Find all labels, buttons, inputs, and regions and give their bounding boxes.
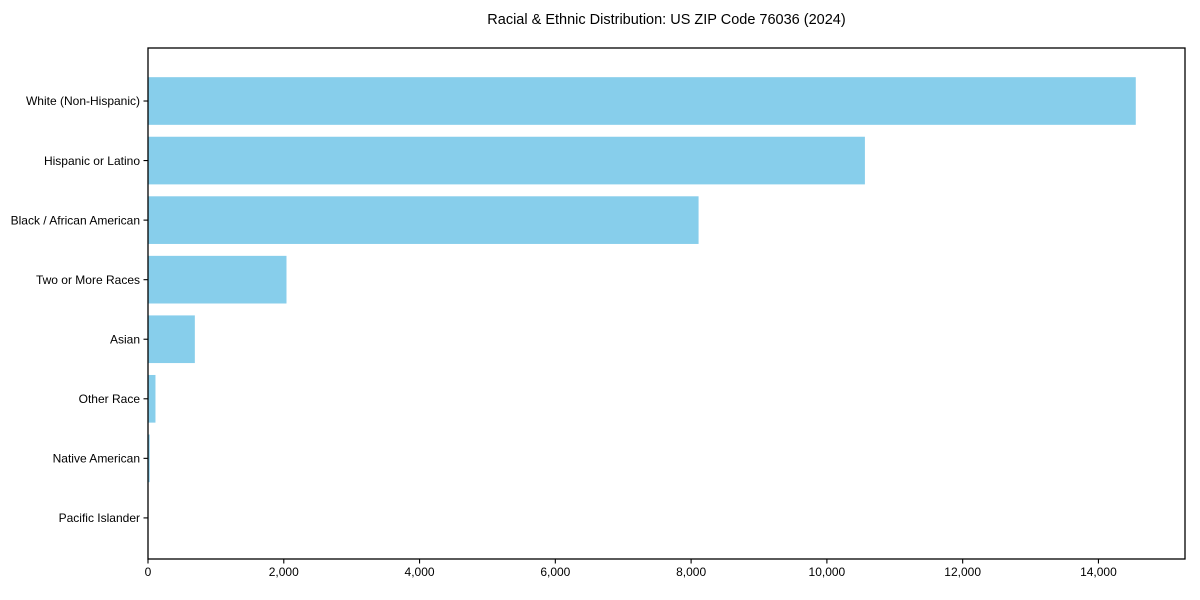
x-axis-tick-label: 0: [145, 565, 152, 579]
y-axis-label-other-race: Other Race: [79, 392, 141, 406]
bar-two-or-more-races: [148, 255, 287, 304]
x-axis-tick-label: 14,000: [1080, 565, 1117, 579]
bar-black-african-american: [148, 196, 699, 244]
bar-asian: [148, 315, 195, 364]
x-axis-tick-label: 8,000: [676, 565, 706, 579]
chart-title: Racial & Ethnic Distribution: US ZIP Cod…: [487, 12, 846, 28]
y-axis-label-native-american: Native American: [53, 452, 140, 466]
y-axis: White (Non-Hispanic) Hispanic or Latino Bl…: [11, 94, 148, 525]
y-axis-label-white-non-hispanic: White (Non-Hispanic): [26, 94, 140, 108]
x-axis-tick-label: 6,000: [540, 565, 570, 579]
bar-native-american: [148, 434, 150, 483]
x-axis-tick-label: 10,000: [809, 565, 846, 579]
y-axis-label-pacific-islander: Pacific Islander: [59, 511, 140, 525]
x-axis-tick-label: 4,000: [405, 565, 435, 579]
x-axis-tick-label: 2,000: [269, 565, 299, 579]
y-axis-label-hispanic-or-latino: Hispanic or Latino: [44, 154, 140, 168]
x-axis: 0 2,000 4,000 6,000 8,000 10,000 12,000 14,000: [145, 559, 1117, 579]
y-axis-label-asian: Asian: [110, 332, 140, 346]
y-axis-label-two-or-more-races: Two or More Races: [36, 273, 140, 287]
plot-border: [147, 47, 1186, 560]
bars: [148, 77, 1136, 542]
bar-other-race: [148, 374, 156, 423]
y-axis-label-black-african-american: Black / African American: [11, 213, 140, 227]
bar-white-non-hispanic: [148, 77, 1136, 125]
bar-hispanic-or-latino: [148, 136, 865, 185]
x-axis-tick-label: 12,000: [944, 565, 981, 579]
